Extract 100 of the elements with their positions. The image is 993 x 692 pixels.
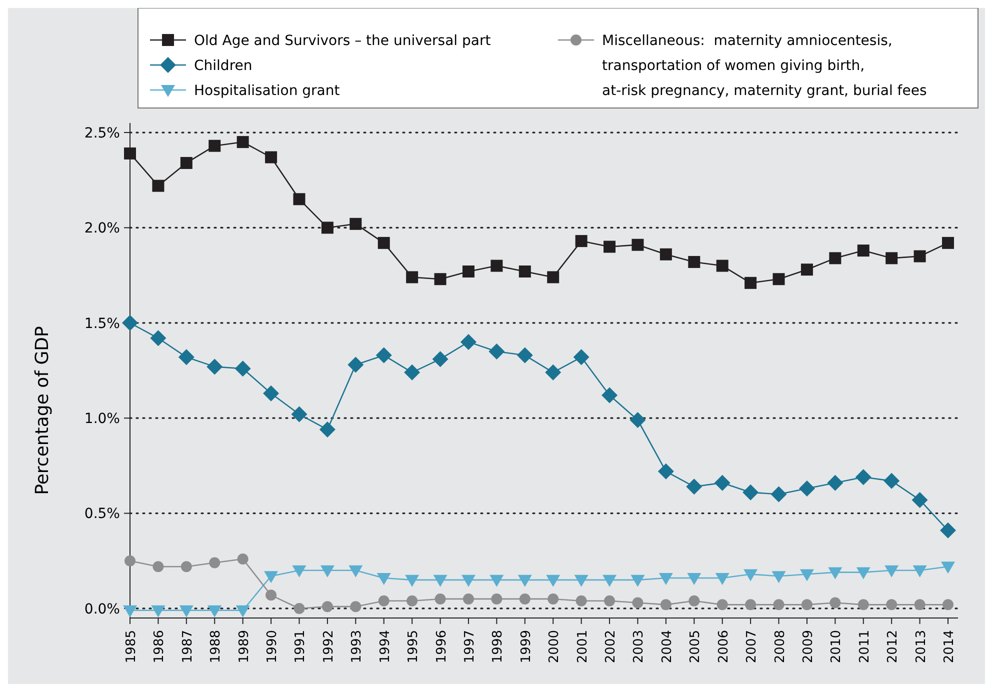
y-tick-label: 2.0% bbox=[84, 220, 120, 237]
point bbox=[122, 314, 138, 331]
point bbox=[404, 364, 420, 380]
point bbox=[942, 599, 954, 610]
point bbox=[151, 605, 166, 618]
point bbox=[237, 553, 248, 564]
point bbox=[829, 252, 842, 264]
point bbox=[801, 599, 812, 610]
x-tick-label: 1994 bbox=[378, 630, 393, 664]
point bbox=[940, 522, 956, 538]
x-tick-label: 2001 bbox=[575, 630, 590, 664]
point bbox=[548, 593, 559, 604]
point bbox=[830, 597, 841, 608]
point bbox=[319, 422, 336, 438]
y-tick-label: 1.5% bbox=[84, 316, 120, 332]
point bbox=[206, 358, 223, 375]
point bbox=[460, 334, 476, 350]
point bbox=[291, 406, 308, 422]
x-tick-label: 2008 bbox=[772, 630, 788, 664]
x-tick-label: 2014 bbox=[942, 630, 957, 664]
point bbox=[433, 574, 448, 587]
point bbox=[716, 260, 728, 272]
point bbox=[490, 574, 504, 587]
point bbox=[124, 555, 136, 566]
point bbox=[264, 571, 278, 584]
point bbox=[461, 574, 476, 587]
point bbox=[209, 557, 220, 568]
x-tick-label: 1995 bbox=[406, 630, 422, 664]
point bbox=[798, 480, 815, 497]
x-tick-label: 1999 bbox=[518, 630, 534, 664]
point bbox=[406, 595, 418, 606]
point bbox=[265, 151, 278, 164]
x-tick-label: 1998 bbox=[490, 630, 506, 664]
point bbox=[294, 602, 305, 614]
point bbox=[770, 486, 787, 502]
point bbox=[263, 385, 280, 402]
x-tick-label: 1991 bbox=[293, 630, 308, 664]
x-tick-label: 1997 bbox=[462, 630, 478, 664]
legend-label: Old Age and Survivors – the universal part bbox=[194, 33, 492, 49]
point bbox=[884, 472, 900, 489]
x-tick-label: 2009 bbox=[800, 630, 816, 664]
x-tick-label: 1987 bbox=[180, 630, 196, 664]
point bbox=[658, 573, 673, 586]
x-tick-label: 2010 bbox=[829, 630, 844, 664]
legend-label: Children bbox=[194, 58, 252, 74]
point bbox=[604, 595, 616, 606]
point bbox=[941, 562, 955, 574]
x-tick-label: 2007 bbox=[744, 630, 760, 664]
point bbox=[180, 156, 192, 169]
point bbox=[490, 260, 503, 272]
point bbox=[604, 240, 616, 253]
point bbox=[293, 193, 306, 206]
point bbox=[516, 347, 533, 364]
point bbox=[320, 565, 334, 578]
point bbox=[914, 250, 926, 262]
point bbox=[545, 364, 562, 380]
point bbox=[575, 235, 588, 248]
x-tick-label: 2013 bbox=[914, 630, 929, 664]
point bbox=[800, 569, 814, 582]
point bbox=[488, 343, 505, 360]
point bbox=[179, 605, 194, 618]
point bbox=[687, 573, 702, 586]
point bbox=[630, 574, 645, 587]
x-tick-label: 2004 bbox=[660, 630, 675, 664]
point bbox=[378, 595, 390, 606]
point bbox=[715, 573, 730, 586]
point bbox=[518, 266, 531, 278]
point bbox=[378, 236, 390, 249]
point bbox=[123, 605, 137, 618]
point bbox=[546, 574, 560, 587]
point bbox=[632, 238, 644, 251]
point bbox=[858, 599, 869, 610]
x-tick-label: 2006 bbox=[716, 630, 732, 664]
point bbox=[576, 595, 587, 606]
point bbox=[942, 236, 954, 249]
x-tick-label: 2003 bbox=[632, 630, 647, 664]
point bbox=[348, 356, 364, 373]
point bbox=[884, 565, 899, 578]
x-tick-label: 2011 bbox=[857, 630, 872, 664]
point bbox=[660, 599, 672, 610]
point bbox=[208, 605, 222, 618]
x-tick-label: 1992 bbox=[321, 630, 336, 664]
point bbox=[714, 474, 730, 491]
point bbox=[772, 571, 786, 584]
x-tick-label: 1996 bbox=[434, 630, 450, 664]
point bbox=[406, 271, 418, 284]
point bbox=[462, 593, 474, 604]
point bbox=[152, 180, 164, 192]
point bbox=[266, 590, 277, 601]
point bbox=[660, 248, 672, 260]
point bbox=[602, 574, 617, 587]
point bbox=[886, 252, 898, 264]
point bbox=[632, 597, 644, 608]
point bbox=[744, 276, 757, 289]
point bbox=[716, 599, 728, 610]
x-tick-label: 1986 bbox=[152, 630, 168, 664]
x-tick-label: 1993 bbox=[350, 630, 365, 664]
point bbox=[772, 273, 785, 286]
y-tick-label: 0.5% bbox=[84, 506, 120, 522]
point bbox=[688, 595, 700, 606]
